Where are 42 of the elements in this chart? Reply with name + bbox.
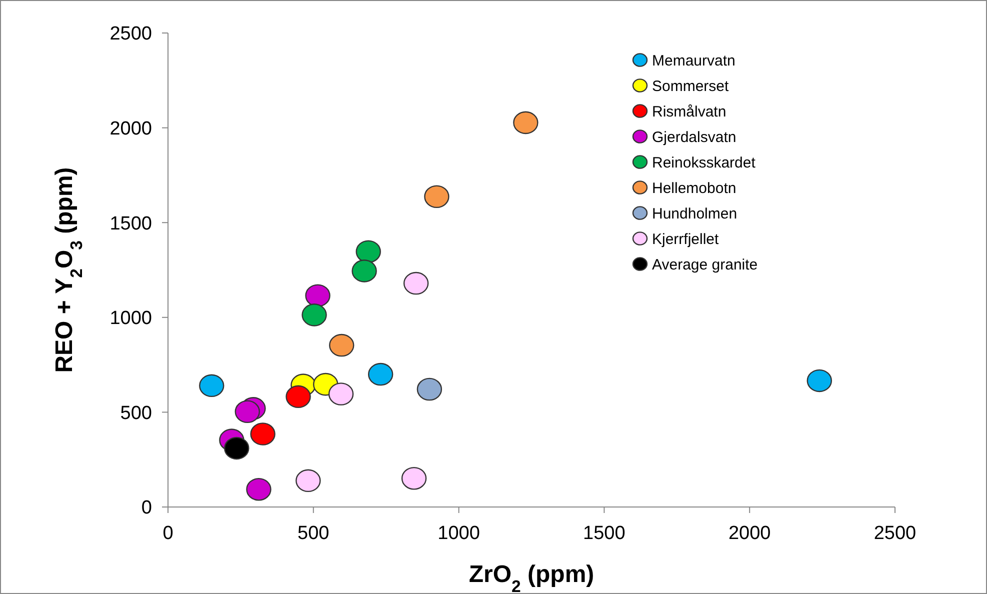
y-tick-label: 500 — [120, 402, 152, 424]
x-tick-label: 1500 — [583, 523, 626, 544]
point — [302, 304, 327, 326]
legend-label: Kjerrfjellet — [652, 230, 720, 248]
x-tick-label: 1000 — [438, 523, 480, 544]
y-tick-label: 2000 — [110, 118, 152, 140]
point — [305, 284, 330, 307]
x-tick-label: 2500 — [874, 523, 916, 544]
point — [368, 362, 394, 386]
legend-label: Hellemobotn — [652, 180, 736, 197]
legend-label: Reinoksskardet — [652, 154, 756, 172]
legend-label: Average granite — [652, 256, 758, 274]
point — [199, 374, 224, 398]
point — [424, 185, 450, 208]
point — [403, 272, 429, 295]
point — [234, 400, 260, 424]
point — [806, 369, 832, 392]
y-tick-label: 1500 — [110, 213, 152, 234]
y-tick-label: 2500 — [110, 24, 152, 45]
point — [513, 111, 538, 134]
y-tick-label: 0 — [141, 498, 152, 519]
legend-label: Hundholmen — [652, 205, 738, 222]
point — [352, 260, 377, 282]
point — [401, 466, 427, 490]
point — [329, 334, 354, 357]
x-tick-label: 0 — [162, 523, 174, 544]
legend-label: Sommerset — [652, 78, 730, 95]
x-tick-label: 2000 — [728, 523, 771, 544]
x-axis-title: ZrO$_{2}$ (ppm) — [468, 561, 594, 594]
point — [286, 385, 311, 408]
legend-label: Rismålvatn — [652, 103, 726, 120]
x-tick-label: 500 — [298, 523, 330, 544]
point — [416, 378, 442, 401]
point — [246, 478, 272, 501]
legend-label: Gjerdalsvatn — [652, 128, 736, 146]
y-tick-label: 1000 — [110, 308, 152, 330]
point — [224, 436, 250, 460]
legend-label: Memaurvatn — [652, 52, 736, 70]
point — [250, 422, 276, 446]
point — [328, 382, 354, 406]
point — [356, 240, 381, 264]
point — [296, 469, 321, 492]
